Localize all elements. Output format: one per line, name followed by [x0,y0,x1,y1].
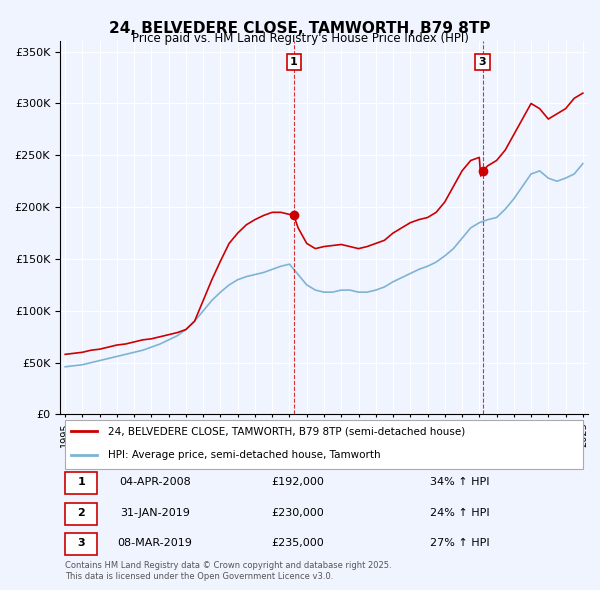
Text: Contains HM Land Registry data © Crown copyright and database right 2025.
This d: Contains HM Land Registry data © Crown c… [65,561,392,581]
Text: 24% ↑ HPI: 24% ↑ HPI [430,508,489,518]
Text: 2: 2 [77,508,85,518]
Text: Price paid vs. HM Land Registry's House Price Index (HPI): Price paid vs. HM Land Registry's House … [131,32,469,45]
FancyBboxPatch shape [65,533,97,555]
Text: HPI: Average price, semi-detached house, Tamworth: HPI: Average price, semi-detached house,… [107,450,380,460]
Text: 04-APR-2008: 04-APR-2008 [119,477,191,487]
Text: £235,000: £235,000 [271,539,324,548]
Text: 3: 3 [479,57,487,67]
Text: 08-MAR-2019: 08-MAR-2019 [118,539,193,548]
Text: 24, BELVEDERE CLOSE, TAMWORTH, B79 8TP (semi-detached house): 24, BELVEDERE CLOSE, TAMWORTH, B79 8TP (… [107,427,465,437]
Text: 3: 3 [77,539,85,548]
Text: 1: 1 [290,57,298,67]
FancyBboxPatch shape [65,503,97,525]
Text: £230,000: £230,000 [271,508,324,518]
Text: 24, BELVEDERE CLOSE, TAMWORTH, B79 8TP: 24, BELVEDERE CLOSE, TAMWORTH, B79 8TP [109,21,491,35]
FancyBboxPatch shape [65,419,583,468]
Text: 34% ↑ HPI: 34% ↑ HPI [430,477,489,487]
Text: 27% ↑ HPI: 27% ↑ HPI [430,539,489,548]
Text: £192,000: £192,000 [271,477,324,487]
FancyBboxPatch shape [65,472,97,494]
Text: 1: 1 [77,477,85,487]
Text: 31-JAN-2019: 31-JAN-2019 [120,508,190,518]
